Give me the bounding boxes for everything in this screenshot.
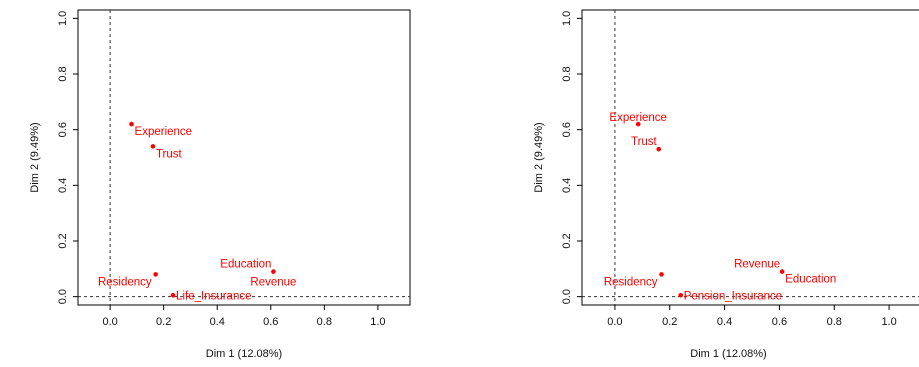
y-tick-label: 0.4 <box>561 178 573 193</box>
y-tick-label: 1.0 <box>561 11 573 26</box>
point-label: Trust <box>156 148 183 160</box>
y-axis-title: Dim 2 (9.49%) <box>533 122 545 192</box>
y-axis-title: Dim 2 (9.49%) <box>29 122 41 192</box>
x-axis-title: Dim 1 (12.08%) <box>206 348 282 360</box>
data-point <box>271 269 276 274</box>
x-tick-label: 0.2 <box>662 316 677 328</box>
point-label: Revenue <box>250 277 296 289</box>
data-point <box>150 144 156 149</box>
plot-frame <box>581 9 919 306</box>
point-label: Residency <box>604 276 658 288</box>
x-tick-label: 0.4 <box>717 316 732 328</box>
point-label: Revenue <box>734 259 780 271</box>
y-tick-label: 0.2 <box>561 233 573 248</box>
point-label: Education <box>785 274 836 286</box>
point-label: Experience <box>609 112 667 124</box>
x-tick-label: 1.0 <box>370 316 385 328</box>
x-tick-label: 0.2 <box>156 316 171 328</box>
data-point <box>129 121 134 127</box>
data-point <box>170 292 176 298</box>
y-tick-label: 0.6 <box>57 122 69 137</box>
point-label: Residency <box>98 276 152 288</box>
point-label: Life_Insurance <box>176 290 251 302</box>
right-plot-panel: 0.0 0.2 0.4 0.6 0.8 1.0 0.0 0.2 0.4 0.6 0.8 1.0 Dim … <box>533 9 919 360</box>
y-tick-label: 0.4 <box>57 178 69 193</box>
x-tick-label: 0.8 <box>827 316 842 328</box>
point-label: Trust <box>631 136 658 148</box>
y-tick-label: 0.8 <box>57 66 69 81</box>
data-point <box>678 292 684 298</box>
y-tick-label: 1.0 <box>57 11 69 26</box>
x-tick-label: 0.6 <box>772 316 787 328</box>
data-point <box>656 146 662 152</box>
x-tick-label: 0.8 <box>317 316 332 328</box>
x-tick-label: 0.6 <box>263 316 278 328</box>
x-tick-label: 0.0 <box>607 316 622 328</box>
y-tick-label: 0.0 <box>57 289 69 304</box>
x-tick-label: 1.0 <box>881 316 896 328</box>
data-point <box>635 121 641 127</box>
left-plot-panel: 0.0 0.2 0.4 0.6 0.8 1.0 0.0 0.2 0.4 0.6 0.8 1.0 Dim … <box>29 9 411 360</box>
y-tick-label: 0.2 <box>57 233 69 248</box>
y-tick-label: 0.0 <box>561 289 573 304</box>
data-point <box>659 272 664 277</box>
point-label: Education <box>220 259 271 271</box>
plot-frame <box>77 9 411 306</box>
x-tick-label: 0.0 <box>102 316 117 328</box>
data-point <box>153 272 158 277</box>
x-tick-label: 0.4 <box>210 316 225 328</box>
x-axis-title: Dim 1 (12.08%) <box>690 348 766 360</box>
y-tick-label: 0.6 <box>561 122 573 137</box>
point-label: Experience <box>135 126 193 138</box>
data-point <box>779 269 785 274</box>
point-label: Pension_Insurance <box>684 290 782 302</box>
y-tick-label: 0.8 <box>561 66 573 81</box>
